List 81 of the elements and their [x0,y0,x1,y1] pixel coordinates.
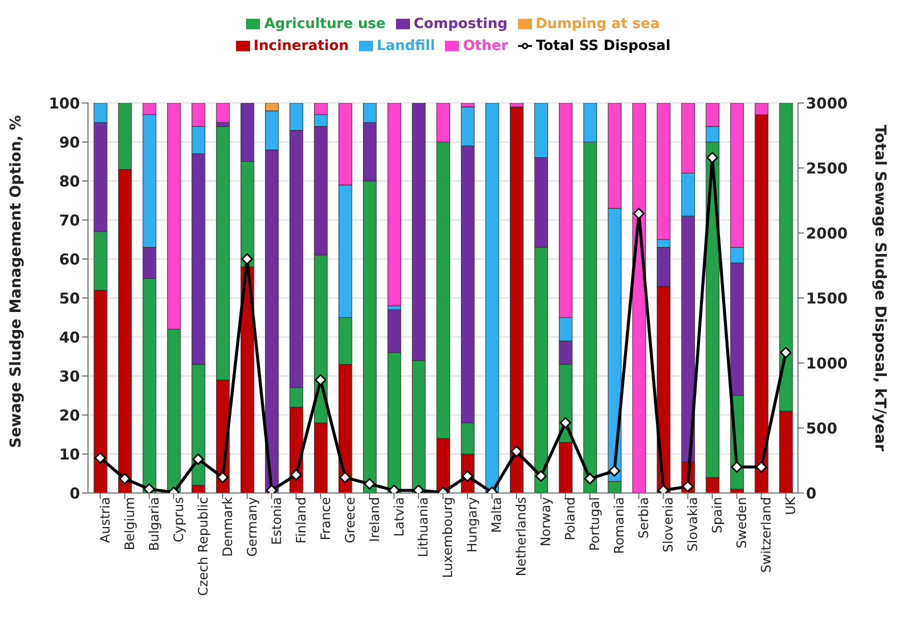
x-tick-label: Slovakia [686,497,702,552]
x-tick-label: Finland [294,497,310,544]
point [94,452,106,464]
x-tick-label: France [318,497,334,540]
y-tick-label: 90 [59,133,80,152]
x-tick-label: Czech Republic [196,497,212,596]
y2-tick-label: 500 [806,419,838,438]
x-tick-label: Lithuania [416,497,432,558]
x-tick-label: UK [784,496,799,516]
x-tick-label: Denmark [220,496,236,557]
x-tick-label: Ireland [368,497,383,542]
x-tick-label: Estonia [270,497,285,545]
bar [216,103,230,123]
x-tick-label: Romania [612,497,628,554]
y-axis-title: Sewage Sludge Management Option, % [6,115,24,448]
x-tick-label: Serbia [637,497,652,538]
y-tick-label: 40 [59,328,80,346]
y2-tick-label: 1500 [806,289,848,308]
legend-label: Other [463,38,508,54]
y-tick-label: 10 [59,445,80,464]
x-tick-label: Latvia [392,497,408,537]
point [364,478,376,490]
x-tick-label: Netherlands [514,496,530,576]
x-tick-label: Poland [564,497,579,540]
point [633,208,645,220]
y2-tick-label: 1000 [806,354,848,372]
point [608,465,620,477]
point [143,483,155,493]
legend-label: Agriculture use [264,16,386,32]
y2-tick-label: 2500 [806,159,848,178]
legend-label: Landfill [376,38,436,54]
point [756,461,768,473]
x-tick-label: Bulgaria [147,497,162,551]
bar [510,106,524,493]
x-tick-label: Luxembourg [441,497,456,578]
point [731,461,743,473]
bar [632,103,646,493]
point [706,152,718,164]
bar [387,103,402,306]
y-tick-label: 50 [59,289,80,308]
point [584,472,596,484]
point [682,480,694,492]
x-tick-label: Norway [539,496,554,546]
x-tick-label: Greece [343,497,358,544]
point [510,446,522,458]
y2-tick-label: 2000 [806,224,848,242]
y2-tick-label: 0 [806,484,816,502]
legend-label: Total SS Disposal [536,38,670,54]
point [118,472,130,484]
y-tick-label: 80 [59,172,80,190]
x-tick-label: Portugal [588,497,604,551]
y-tick-label: 60 [59,250,80,268]
point [216,472,228,484]
x-tick-label: Switzerland [760,497,775,573]
point [290,469,302,481]
legend-label: Composting [414,16,508,32]
bar [485,103,500,493]
point [780,346,792,358]
x-tick-label: Spain [710,497,726,534]
x-tick-label: Germany [245,496,260,557]
x-tick-label: Hungary [466,496,481,553]
y-tick-label: 0 [70,484,80,502]
y-tick-label: 30 [59,367,80,386]
y2-axis-title: Total Sewage Sludge Disposal, kT/year [872,124,890,452]
point [339,472,351,484]
x-tick-label: Malta [490,497,506,533]
legend-label: Incineration [254,38,349,54]
y-tick-label: 70 [59,211,80,230]
x-tick-label: Sweden [735,497,750,548]
y-tick-label: 100 [48,94,80,112]
legend-label: Dumping at sea [536,16,660,32]
y-tick-label: 20 [59,406,80,424]
y2-tick-label: 3000 [806,94,848,112]
x-tick-label: Cyprus [172,496,187,542]
x-tick-label: Slovenia [662,497,677,552]
point [560,417,572,429]
point [535,470,547,482]
point [241,253,253,265]
point [192,453,204,465]
x-tick-label: Belgium [122,497,138,550]
x-tick-label: Austria [98,497,114,543]
